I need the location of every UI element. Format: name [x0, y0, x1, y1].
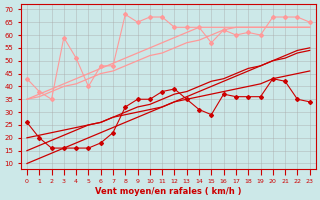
X-axis label: Vent moyen/en rafales ( km/h ): Vent moyen/en rafales ( km/h ) — [95, 187, 242, 196]
